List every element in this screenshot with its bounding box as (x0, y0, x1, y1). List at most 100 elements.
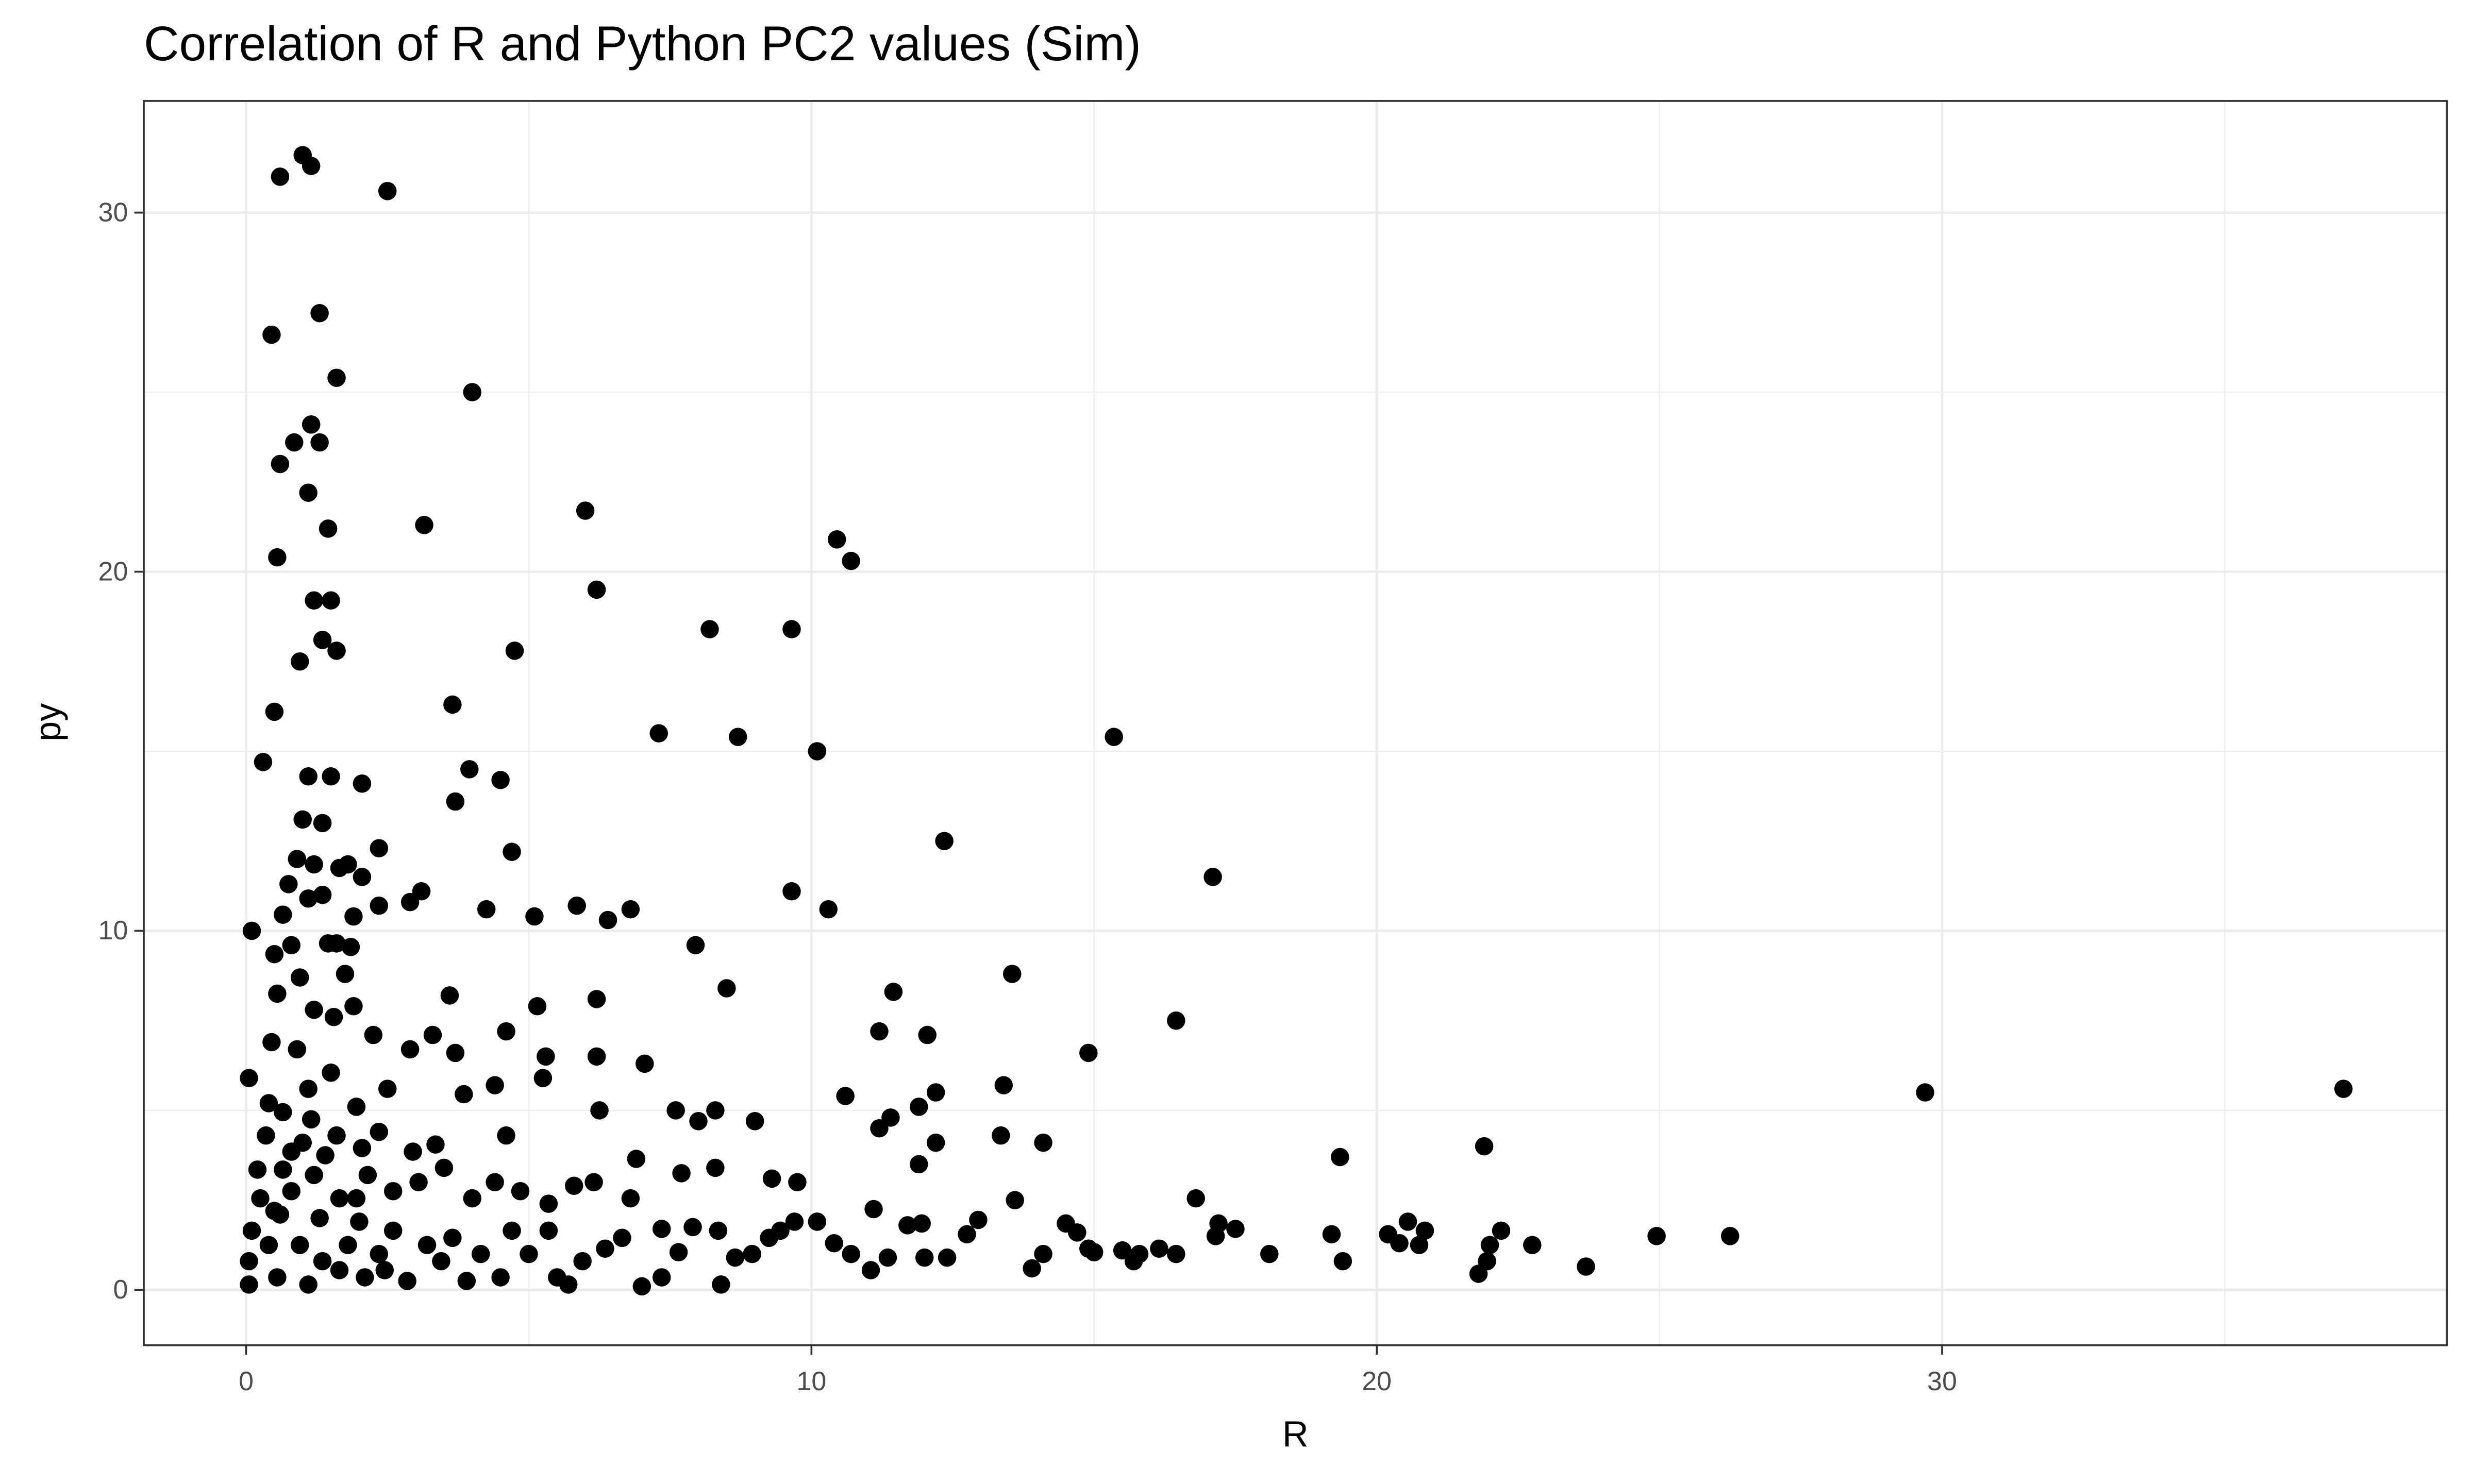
point (683, 1218, 702, 1237)
point (242, 921, 261, 940)
point (1492, 1221, 1511, 1240)
point (2334, 1080, 2353, 1098)
point (958, 1225, 976, 1244)
point (548, 1268, 566, 1287)
point (299, 483, 317, 502)
point (310, 433, 329, 452)
point (293, 810, 312, 829)
point (992, 1126, 1010, 1145)
point (491, 770, 510, 789)
point (330, 1189, 349, 1208)
point (878, 1248, 897, 1267)
point (305, 1001, 323, 1019)
point (350, 1212, 369, 1231)
point (1167, 1244, 1185, 1263)
point (443, 695, 462, 714)
point (443, 1228, 462, 1247)
point (477, 900, 496, 919)
point (305, 855, 323, 874)
point (370, 1122, 389, 1141)
point (782, 620, 801, 638)
point (327, 1126, 346, 1145)
point (1206, 1227, 1225, 1245)
point (341, 938, 360, 956)
point (486, 1173, 504, 1192)
point (299, 1275, 317, 1294)
x-tick-label: 0 (239, 1367, 254, 1396)
point (1186, 1189, 1205, 1208)
point (590, 1101, 609, 1120)
y-tick-label: 0 (113, 1275, 128, 1305)
point (344, 907, 363, 926)
point (463, 383, 482, 401)
point (398, 1272, 416, 1290)
point (819, 900, 838, 919)
point (672, 1164, 691, 1183)
point (310, 303, 329, 323)
y-tick-label: 10 (98, 916, 128, 946)
point (358, 1166, 377, 1185)
point (717, 979, 736, 998)
point (302, 157, 321, 175)
point (423, 1025, 442, 1044)
point (1113, 1241, 1132, 1260)
point (242, 1221, 261, 1240)
point (353, 1139, 372, 1157)
point (251, 1189, 270, 1208)
point (1398, 1212, 1417, 1231)
point (268, 1268, 287, 1287)
point (1130, 1244, 1149, 1263)
point (870, 1119, 889, 1138)
point (240, 1275, 258, 1294)
point (1085, 1243, 1104, 1261)
point (299, 1080, 317, 1098)
point (463, 1189, 482, 1208)
point (491, 1268, 510, 1287)
point (539, 1221, 558, 1240)
y-tick-label: 30 (98, 197, 128, 227)
point (525, 907, 544, 926)
point (1034, 1133, 1052, 1152)
point (400, 892, 420, 912)
point (288, 1040, 307, 1059)
point (330, 858, 349, 878)
point (271, 167, 290, 186)
point (1023, 1259, 1041, 1278)
point (460, 760, 479, 779)
point (240, 1069, 258, 1087)
point (910, 1098, 928, 1116)
point (310, 1209, 329, 1227)
point (1260, 1244, 1279, 1263)
point (486, 1076, 504, 1094)
point (915, 1248, 934, 1267)
point (457, 1272, 476, 1290)
x-axis-label: R (1282, 1413, 1309, 1454)
point (265, 702, 284, 721)
point (1333, 1252, 1352, 1271)
point (339, 1236, 357, 1254)
point (1226, 1220, 1245, 1238)
point (884, 983, 903, 1001)
point (584, 1173, 603, 1192)
point (870, 1022, 889, 1041)
x-tick-label: 10 (796, 1367, 826, 1396)
point (1647, 1227, 1666, 1245)
point (290, 1236, 309, 1254)
point (347, 1098, 366, 1116)
point (313, 885, 332, 904)
point (313, 631, 332, 649)
point (412, 882, 431, 901)
point (686, 936, 705, 955)
point (743, 1244, 761, 1263)
point (782, 882, 801, 901)
point (426, 1135, 445, 1154)
point (760, 1228, 778, 1247)
point (636, 1054, 654, 1073)
point (709, 1221, 728, 1240)
point (898, 1216, 917, 1235)
point (649, 724, 668, 743)
point (274, 1160, 292, 1179)
point (596, 1239, 614, 1258)
